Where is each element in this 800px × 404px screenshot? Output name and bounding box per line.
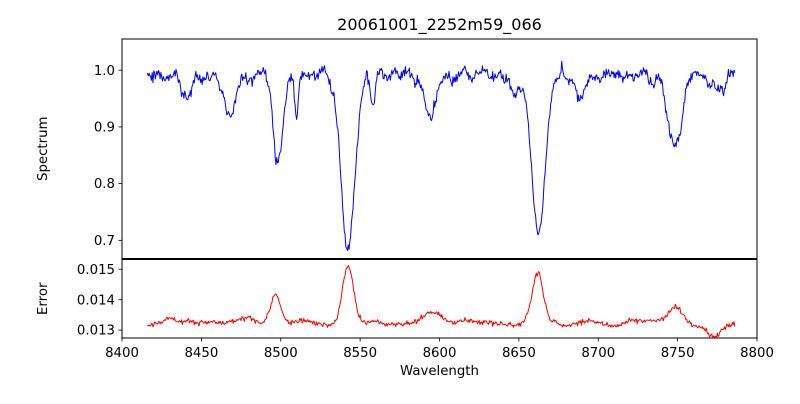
spectrum-axes-frame [121, 38, 758, 259]
x-tick-label: 8400 [105, 346, 139, 361]
spectrum-ylabel: Spectrum [36, 117, 51, 181]
error-y-tick-label: 0.015 [77, 263, 115, 278]
spectrum-y-tick-label: 0.8 [94, 177, 115, 192]
x-tick-label: 8650 [502, 346, 536, 361]
x-tick-label: 8450 [184, 346, 218, 361]
x-tick-label: 8600 [423, 346, 457, 361]
spectrum-line [146, 60, 736, 251]
x-tick-label: 8800 [740, 346, 774, 361]
error-y-tick-label: 0.013 [77, 324, 115, 339]
x-tick-label: 8550 [343, 346, 377, 361]
spectrum-y-tick-label: 0.7 [94, 234, 115, 249]
x-tick-label: 8500 [264, 346, 298, 361]
spectrum-y-tick-label: 0.9 [94, 121, 115, 136]
x-axis-label: Wavelength [400, 364, 479, 379]
error-y-tick-label: 0.014 [77, 293, 115, 308]
figure-title: 20061001_2252m59_066 [337, 15, 542, 35]
error-line [146, 264, 736, 338]
x-tick-label: 8700 [581, 346, 615, 361]
x-tick-label: 8750 [661, 346, 695, 361]
spectrum-y-tick-label: 1.0 [94, 64, 115, 79]
error-ylabel: Error [36, 282, 51, 315]
error-axes-frame [121, 259, 758, 339]
